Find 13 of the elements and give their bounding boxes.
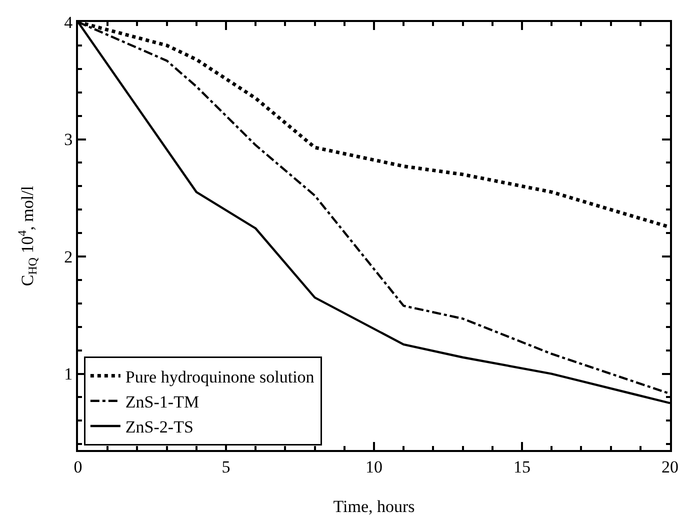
y-tick-label: 3 <box>64 130 73 150</box>
x-axis-title: Time, hours <box>333 497 415 516</box>
x-tick-label: 15 <box>514 457 530 476</box>
y-tick-label: 4 <box>64 12 74 32</box>
legend-label: ZnS-2-TS <box>125 418 194 437</box>
x-tick-label: 0 <box>74 457 82 476</box>
y-tick-label: 1 <box>64 364 73 384</box>
legend-label: Pure hydroquinone solution <box>125 367 315 386</box>
legend-label: ZnS-1-TM <box>125 392 200 412</box>
y-tick-label: 2 <box>64 247 73 266</box>
x-tick-label: 20 <box>662 457 678 476</box>
x-tick-label: 10 <box>366 457 382 476</box>
x-tick-label: 5 <box>222 457 230 476</box>
